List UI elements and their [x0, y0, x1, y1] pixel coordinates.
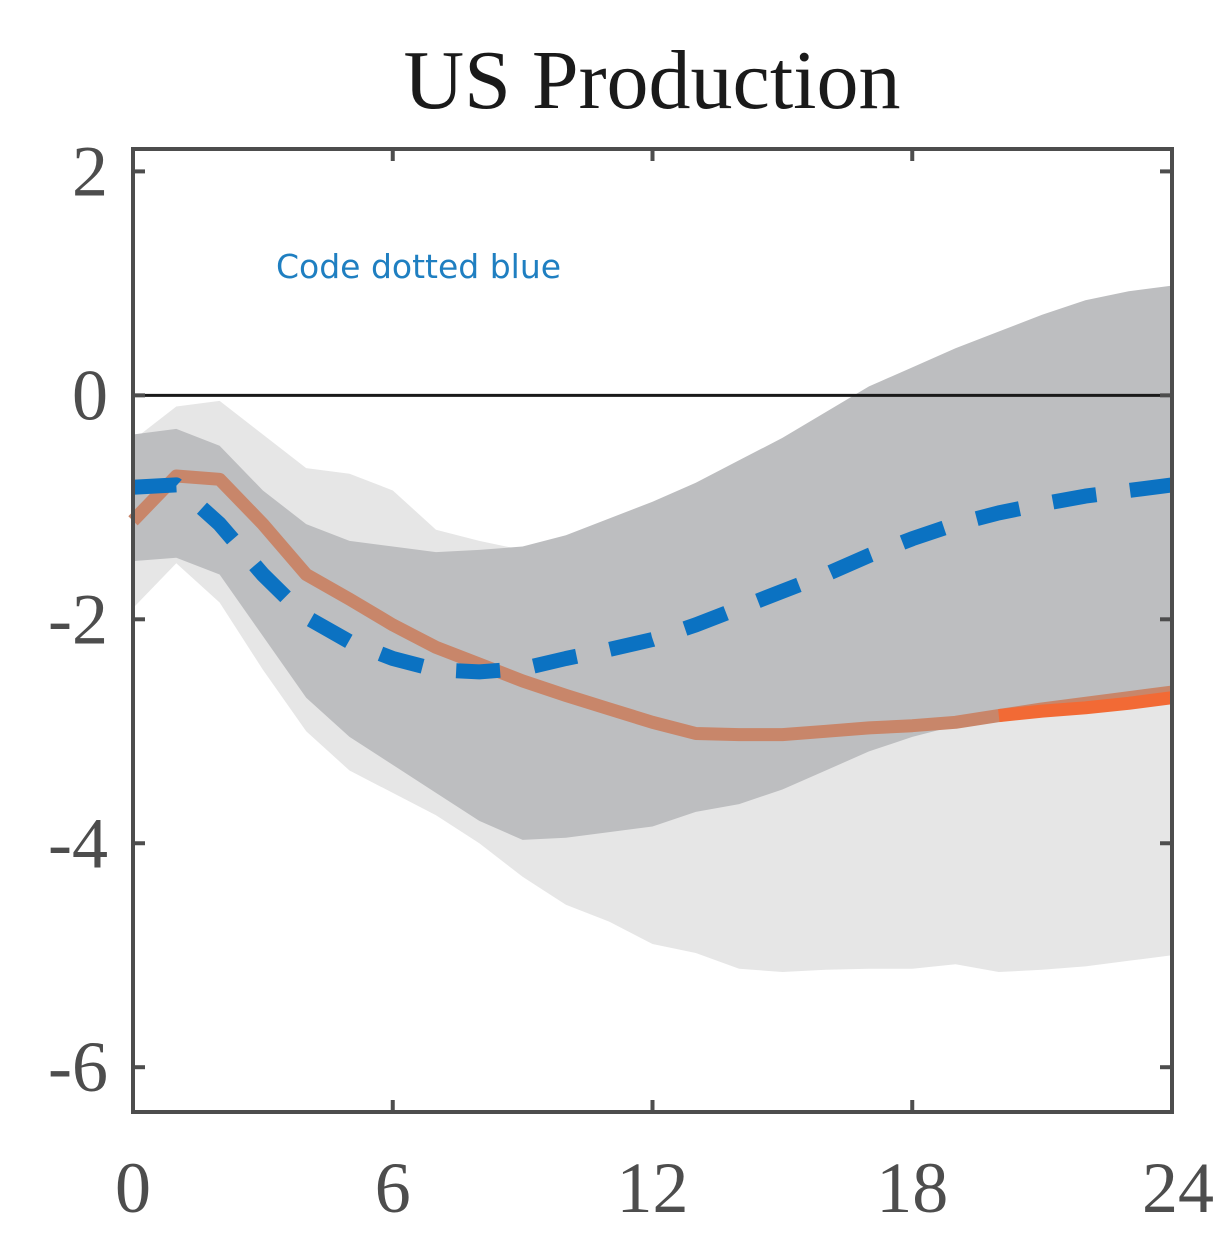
- confidence-bands: [133, 285, 1172, 972]
- x-tick-labels: 0 6 12 18 24: [115, 1148, 1214, 1228]
- y-tick-label: -2: [48, 579, 108, 659]
- annotation-code-dotted-blue: Code dotted blue: [276, 247, 561, 286]
- series-lines: [128, 469, 1173, 742]
- x-tick-label: 0: [115, 1148, 151, 1228]
- dashed-line-series-3: [132, 477, 1173, 680]
- axis-ticks: [131, 149, 1174, 1112]
- x-tick-label: 6: [375, 1148, 411, 1228]
- x-tick-label: 24: [1142, 1148, 1214, 1228]
- solid-line-series-2: [998, 691, 1173, 723]
- x-tick-label: 12: [617, 1148, 689, 1228]
- y-tick-label: 0: [72, 355, 108, 435]
- x-tick-label: 18: [876, 1148, 948, 1228]
- y-tick-label: -6: [48, 1027, 108, 1107]
- y-tick-labels: 2 0 -2 -4 -6: [48, 131, 108, 1107]
- y-tick-label: 2: [72, 131, 108, 211]
- chart-title: US Production: [403, 34, 900, 127]
- y-tick-label: -4: [48, 803, 108, 883]
- confidence-band-2: [133, 285, 1172, 840]
